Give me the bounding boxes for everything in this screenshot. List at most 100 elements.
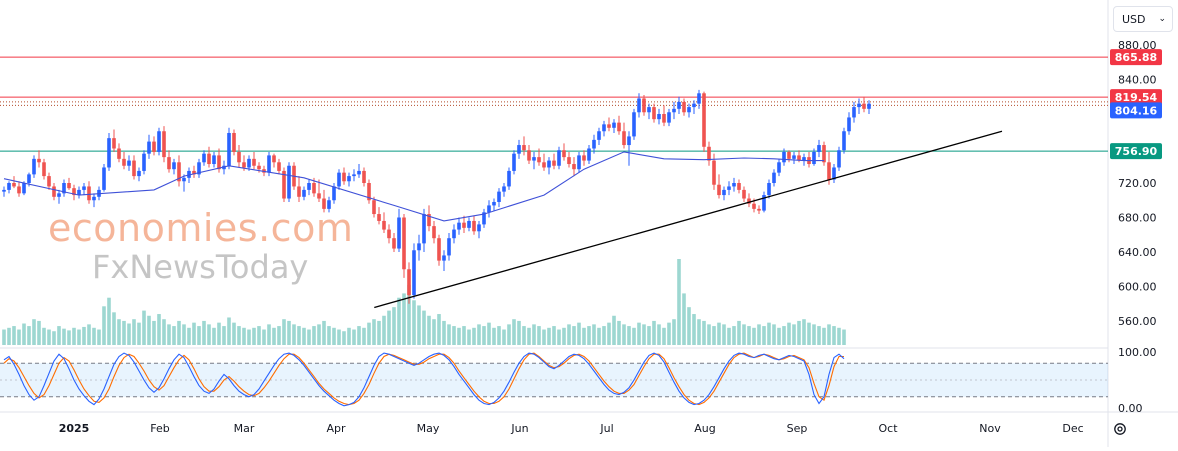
candle-body	[832, 167, 836, 180]
chevron-down-icon: ⌄	[1158, 14, 1166, 24]
price-axis[interactable]: 880.00840.00800.00760.00720.00680.00640.…	[1118, 39, 1157, 415]
volume-bar	[732, 326, 736, 345]
stoch-tick-label: 100.00	[1118, 346, 1157, 359]
candle-body	[342, 172, 346, 182]
time-axis[interactable]: 2025 Feb Mar Apr May Jun Jul Aug Sep Oct Nov Dec	[59, 422, 1084, 435]
time-tick-label: Aug	[694, 422, 715, 435]
price-badges: 865.88 819.54 756.90 804.16	[1110, 49, 1162, 160]
volume-bar	[802, 319, 806, 345]
volume-bar	[197, 326, 201, 345]
candle-body	[467, 220, 471, 228]
candle-body	[797, 155, 801, 161]
candle-body	[122, 158, 126, 166]
candle-body	[727, 186, 731, 190]
volume-bar	[272, 327, 276, 345]
volume-bar	[247, 329, 251, 345]
candle-body	[367, 183, 371, 201]
volume-bar	[557, 329, 561, 345]
volume-bar	[302, 327, 306, 345]
time-tick-label: Nov	[979, 422, 1001, 435]
candle-body	[162, 131, 166, 158]
volume-bar	[322, 320, 326, 345]
volume-bar	[417, 305, 421, 345]
candle-body	[357, 170, 361, 175]
volume-bar	[832, 326, 836, 345]
volume-bar	[192, 322, 196, 345]
volume-bar	[752, 327, 756, 345]
volume-bar	[482, 326, 486, 345]
candle-body	[712, 160, 716, 185]
candle-body	[672, 108, 676, 113]
candle-body	[852, 107, 856, 118]
volume-bar	[112, 312, 116, 345]
volume-bar	[512, 319, 516, 345]
volume-bar	[172, 326, 176, 345]
candle-body	[392, 238, 396, 249]
candle-body	[547, 160, 551, 168]
candle-body	[87, 186, 91, 201]
volume-bar	[767, 322, 771, 345]
volume-bar	[382, 315, 386, 345]
volume-bar	[142, 310, 146, 345]
candle-body	[157, 131, 161, 152]
candle-body	[267, 155, 271, 173]
volume-bar	[647, 326, 651, 345]
candle-body	[522, 145, 526, 151]
volume-bar	[697, 319, 701, 345]
volume-bar	[777, 327, 781, 345]
volume-bar	[337, 329, 341, 345]
volume-bar	[597, 327, 601, 345]
candle-body	[72, 188, 76, 196]
stoch-k-line	[3, 352, 845, 407]
candle-body	[742, 189, 746, 199]
trendline[interactable]	[374, 130, 1003, 309]
candle-body	[427, 214, 431, 227]
volume-bar	[407, 284, 411, 345]
candle-body	[37, 158, 41, 163]
volume-bar	[612, 315, 616, 345]
volume-bar	[617, 320, 621, 345]
candle-body	[587, 148, 591, 161]
candle-body	[757, 208, 761, 211]
volume-bar	[152, 320, 156, 345]
candle-body	[92, 196, 96, 201]
candle-body	[612, 122, 616, 128]
candle-body	[327, 200, 331, 209]
candle-body	[442, 255, 446, 261]
candle-body	[767, 183, 771, 196]
volume-bar	[477, 324, 481, 345]
volume-bar	[292, 324, 296, 345]
candle-body	[302, 189, 306, 197]
candle-body	[197, 162, 201, 175]
price-badge	[1110, 102, 1162, 119]
candle-body	[447, 238, 451, 256]
price-tick-label: 560.00	[1118, 315, 1157, 328]
volume-bar	[347, 327, 351, 345]
candle-body	[147, 141, 151, 154]
volume-bar	[222, 326, 226, 345]
volume-bar	[7, 327, 11, 345]
volume-bar	[562, 327, 566, 345]
volume-bar	[392, 307, 396, 345]
currency-label: USD	[1122, 12, 1146, 26]
currency-select[interactable]: USD ⌄	[1113, 6, 1173, 32]
volume-bar	[107, 297, 111, 345]
candle-body	[452, 229, 456, 239]
candle-body	[637, 98, 641, 113]
volume-bar	[177, 320, 181, 345]
gear-icon[interactable]	[1108, 418, 1132, 440]
time-tick-label: May	[417, 422, 440, 435]
volume-bar	[812, 324, 816, 345]
stoch-tick-label: 0.00	[1118, 402, 1143, 415]
time-tick-label: Mar	[234, 422, 255, 435]
volume-bar	[667, 322, 671, 345]
trend-line	[374, 130, 1003, 309]
candle-body	[762, 195, 766, 211]
volume-bar	[2, 329, 6, 345]
candle-body	[647, 107, 651, 113]
watermark-fxnewstoday: FxNewsToday	[92, 248, 309, 286]
volume-bar	[722, 324, 726, 345]
candle-body	[252, 158, 256, 166]
candle-body	[242, 162, 246, 168]
